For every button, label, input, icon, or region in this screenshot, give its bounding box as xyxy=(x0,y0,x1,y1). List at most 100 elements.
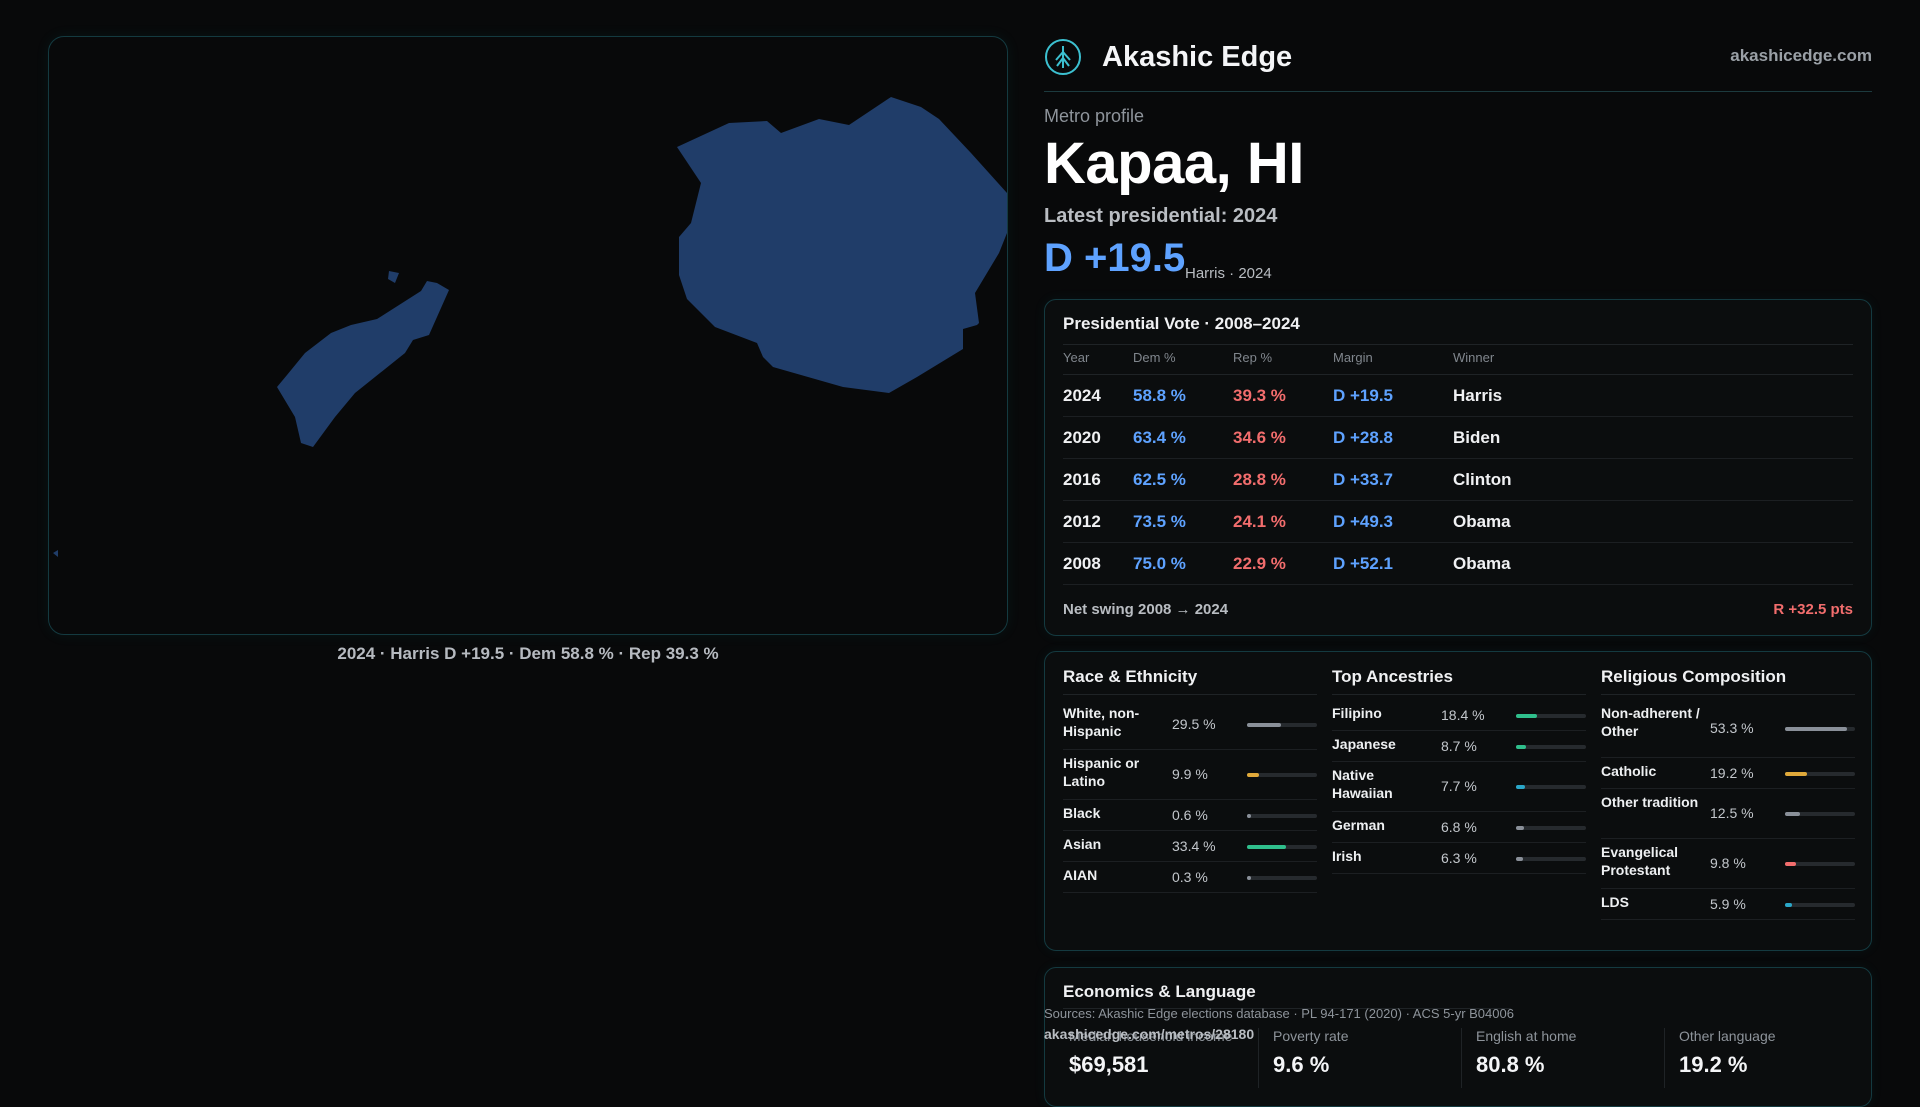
item-label: Non-adherent / Other xyxy=(1601,705,1700,739)
column-header-margin: Margin xyxy=(1333,350,1373,365)
cell-winner: Harris xyxy=(1453,386,1503,405)
list-item[interactable]: Filipino 18.4 % xyxy=(1332,700,1586,731)
item-value: 7.7 % xyxy=(1441,778,1477,794)
section-title: Religious Composition xyxy=(1601,667,1787,686)
map-region-east[interactable] xyxy=(677,97,1008,393)
net-swing-value: R +32.5 pts xyxy=(1773,601,1853,618)
item-label: Hispanic or Latino xyxy=(1063,755,1140,789)
table-row[interactable]: 2012 73.5 % 24.1 % D +49.3 Obama xyxy=(1063,501,1853,543)
item-bar xyxy=(1247,773,1317,777)
brand-url-link[interactable]: akashicedge.com xyxy=(1730,46,1872,65)
sources-note: Sources: Akashic Edge elections database… xyxy=(1044,1006,1514,1021)
list-item[interactable]: Non-adherent / Other 53.3 % xyxy=(1601,700,1855,758)
item-bar xyxy=(1785,862,1855,866)
cell-margin: D +28.8 xyxy=(1333,428,1394,447)
divider xyxy=(1063,694,1317,695)
header-divider xyxy=(1044,91,1872,92)
brand[interactable]: Akashic Edge xyxy=(1044,38,1292,76)
item-value: 6.3 % xyxy=(1441,849,1477,866)
item-value: 9.8 % xyxy=(1710,855,1746,871)
stat-poverty-rate: Poverty rate 9.6 % xyxy=(1258,1028,1461,1088)
stat-label: English at home xyxy=(1476,1028,1577,1044)
cell-year: 2008 xyxy=(1063,554,1101,573)
map-region-islet[interactable] xyxy=(388,271,399,283)
list-item[interactable]: Hispanic or Latino 9.9 % xyxy=(1063,750,1317,800)
cell-rep: 22.9 % xyxy=(1233,554,1286,573)
stat-label: Median household income xyxy=(1069,1028,1233,1044)
map-panel[interactable] xyxy=(48,36,1008,635)
cell-year: 2012 xyxy=(1063,512,1101,531)
map-region-speck[interactable] xyxy=(53,550,58,557)
item-bar-fill xyxy=(1516,744,1527,749)
list-item[interactable]: AIAN 0.3 % xyxy=(1063,862,1317,893)
item-value: 9.9 % xyxy=(1172,766,1208,782)
demographics-card: Race & Ethnicity White, non-Hispanic 29.5… xyxy=(1044,651,1872,951)
list-item[interactable]: Native Hawaiian 7.7 % xyxy=(1332,762,1586,812)
item-bar xyxy=(1785,771,1855,776)
item-bar-fill xyxy=(1785,862,1797,866)
list-item[interactable]: Other tradition 12.5 % xyxy=(1601,789,1855,839)
item-label: LDS xyxy=(1601,894,1629,910)
list-item[interactable]: German 6.8 % xyxy=(1332,812,1586,843)
page-url-link[interactable]: akashicedge.com/metros/28180 xyxy=(1044,1026,1255,1042)
list-item[interactable]: LDS 5.9 % xyxy=(1601,889,1855,920)
item-bar-fill xyxy=(1516,825,1524,830)
list-item[interactable]: Catholic 19.2 % xyxy=(1601,758,1855,789)
table-row[interactable]: 2016 62.5 % 28.8 % D +33.7 Clinton xyxy=(1063,459,1853,501)
cell-dem: 73.5 % xyxy=(1133,512,1186,531)
item-bar xyxy=(1247,875,1317,880)
list-item[interactable]: Black 0.6 % xyxy=(1063,800,1317,831)
item-bar-fill xyxy=(1247,844,1286,849)
map-region-west[interactable] xyxy=(277,281,449,447)
cell-dem: 75.0 % xyxy=(1133,554,1186,573)
econ-card-title: Economics & Language xyxy=(1063,982,1256,1001)
item-bar xyxy=(1247,844,1317,849)
table-row[interactable]: 2020 63.4 % 34.6 % D +28.8 Biden xyxy=(1063,417,1853,459)
item-bar-fill xyxy=(1785,812,1800,816)
item-bar-fill xyxy=(1247,723,1282,727)
item-bar xyxy=(1785,812,1855,816)
table-row[interactable]: 2008 75.0 % 22.9 % D +52.1 Obama xyxy=(1063,543,1853,585)
metro-map[interactable] xyxy=(49,37,1008,635)
item-bar-fill xyxy=(1247,813,1251,818)
list-item[interactable]: Japanese 8.7 % xyxy=(1332,731,1586,762)
item-bar-fill xyxy=(1247,875,1251,880)
table-row[interactable]: 2024 58.8 % 39.3 % D +19.5 Harris xyxy=(1063,375,1853,417)
cell-winner: Biden xyxy=(1453,428,1501,447)
cell-rep: 24.1 % xyxy=(1233,512,1286,531)
item-bar-fill xyxy=(1247,773,1259,777)
item-label: Japanese xyxy=(1332,736,1396,752)
column-header-winner: Winner xyxy=(1453,350,1495,365)
divider xyxy=(1601,694,1855,695)
item-value: 33.4 % xyxy=(1172,837,1216,854)
list-item[interactable]: White, non-Hispanic 29.5 % xyxy=(1063,700,1317,750)
item-bar xyxy=(1247,723,1317,727)
stat-label: Other language xyxy=(1679,1028,1776,1044)
item-bar-fill xyxy=(1516,713,1538,718)
item-value: 53.3 % xyxy=(1710,720,1754,736)
list-item[interactable]: Irish 6.3 % xyxy=(1332,843,1586,874)
latest-winner: Harris · 2024 xyxy=(1185,265,1272,282)
divider xyxy=(1063,344,1853,345)
column-header-year: Year xyxy=(1063,350,1090,365)
cell-margin: D +52.1 xyxy=(1333,554,1394,573)
item-value: 19.2 % xyxy=(1710,764,1754,781)
item-bar xyxy=(1785,902,1855,907)
brand-name: Akashic Edge xyxy=(1102,40,1293,73)
cell-year: 2024 xyxy=(1063,386,1101,405)
cell-dem: 63.4 % xyxy=(1133,428,1186,447)
cell-dem: 58.8 % xyxy=(1133,386,1186,405)
item-label: Filipino xyxy=(1332,705,1382,721)
item-value: 29.5 % xyxy=(1172,716,1216,732)
item-label: Native Hawaiian xyxy=(1332,767,1393,801)
item-bar-fill xyxy=(1785,771,1808,776)
list-item[interactable]: Evangelical Protestant 9.8 % xyxy=(1601,839,1855,889)
page-title: Kapaa, HI xyxy=(1044,131,1304,196)
page-eyebrow: Metro profile xyxy=(1044,106,1145,126)
item-bar xyxy=(1516,713,1586,718)
item-bar xyxy=(1785,727,1855,731)
item-bar xyxy=(1516,785,1586,789)
list-item[interactable]: Asian 33.4 % xyxy=(1063,831,1317,862)
item-label: Black xyxy=(1063,805,1101,821)
cell-margin: D +33.7 xyxy=(1333,470,1394,489)
